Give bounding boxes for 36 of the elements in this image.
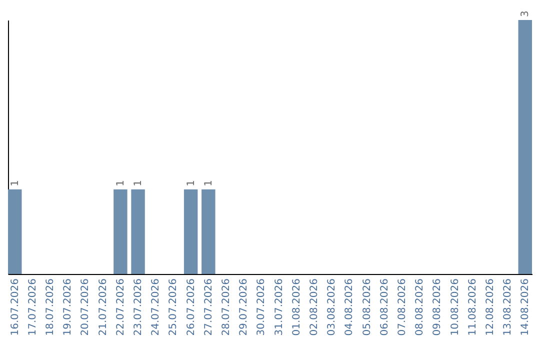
x-tick-label: 08.08.2026 [414,278,426,336]
x-tick-label: 16.07.2026 [10,278,21,336]
x-tick-label: 06.08.2026 [379,278,390,336]
x-tick-label: 02.08.2026 [308,278,320,336]
x-tick-label: 19.07.2026 [62,278,74,336]
x-tick-label: 01.08.2026 [291,278,302,336]
x-tick-label: 29.07.2026 [238,278,250,336]
x-tick-label: 23.07.2026 [133,278,144,336]
x-tick-label: 31.07.2026 [274,278,285,336]
x-tick-label: 27.07.2026 [203,278,214,336]
data-label: 1 [186,180,197,186]
x-tick-label: 13.08.2026 [502,278,514,336]
data-label: 3 [520,10,532,17]
x-tick-label: 28.07.2026 [221,278,232,336]
x-tick-label: 25.07.2026 [168,278,180,336]
x-tick-label: 30.07.2026 [256,278,268,336]
x-tick-label: 22.07.2026 [115,278,126,336]
x-tick-label: 21.07.2026 [98,278,109,336]
x-tick-label: 04.08.2026 [344,278,356,336]
data-label: 1 [203,180,214,186]
x-tick-label: 10.08.2026 [450,278,461,336]
x-tick-label: 09.08.2026 [432,278,444,336]
data-label: 1 [133,180,144,186]
x-tick-label: 11.08.2026 [467,278,478,336]
x-tick-label: 03.08.2026 [326,278,338,336]
x-tick-label: 05.08.2026 [362,278,373,336]
x-tick-label: 17.07.2026 [27,278,38,336]
x-tick-label: 12.08.2026 [484,278,496,336]
data-label: 1 [10,180,21,186]
x-tick-label: 14.08.2026 [520,278,532,336]
x-tick-label: 18.07.2026 [45,278,56,336]
x-tick-label: 24.07.2026 [150,278,162,336]
data-label: 1 [115,180,126,186]
x-tick-label: 26.07.2026 [186,278,197,336]
x-tick-label: 20.07.2026 [80,278,92,336]
x-tick-label: 07.08.2026 [396,278,408,336]
